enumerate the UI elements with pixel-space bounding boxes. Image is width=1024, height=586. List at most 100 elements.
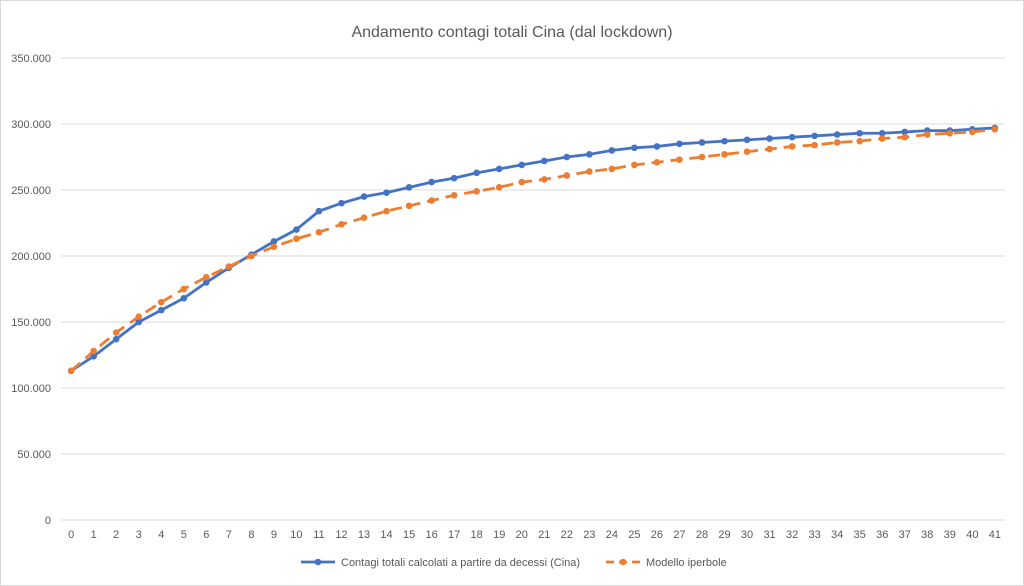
- x-tick-label: 11: [313, 529, 324, 541]
- x-tick-label: 1: [91, 529, 97, 541]
- y-tick-label: 100.000: [11, 383, 51, 395]
- x-tick-label: 40: [966, 529, 978, 541]
- data-point: [90, 353, 97, 360]
- data-point: [721, 151, 728, 158]
- series-line: [70, 127, 996, 372]
- data-point: [90, 347, 97, 355]
- data-point: [540, 176, 548, 183]
- x-tick-label: 19: [493, 529, 505, 541]
- data-point: [383, 207, 390, 215]
- data-point: [112, 335, 120, 343]
- y-tick-label: 150.000: [11, 317, 51, 329]
- data-point: [473, 188, 480, 195]
- data-point: [67, 367, 75, 375]
- data-point: [969, 128, 976, 136]
- data-point: [157, 306, 165, 314]
- data-point: [315, 207, 323, 215]
- x-tick-label: 13: [358, 529, 370, 541]
- chart-title: Andamento contagi totali Cina (dal lockd…: [351, 24, 672, 41]
- data-point: [203, 279, 210, 286]
- data-point: [518, 178, 526, 186]
- series-2: [67, 125, 999, 375]
- data-point: [383, 189, 390, 196]
- data-point: [225, 263, 233, 270]
- data-point: [878, 129, 886, 137]
- y-tick-label: 300.000: [11, 119, 51, 131]
- x-tick-label: 2: [113, 529, 119, 541]
- y-tick-label: 200.000: [11, 251, 51, 263]
- data-point: [856, 129, 863, 137]
- data-point: [563, 172, 571, 179]
- x-tick-label: 23: [583, 529, 595, 541]
- data-point: [270, 243, 278, 251]
- series-line: [70, 126, 995, 373]
- legend-swatch-marker: [619, 558, 627, 566]
- data-point: [293, 226, 300, 233]
- data-point: [180, 294, 188, 302]
- data-point: [946, 129, 954, 137]
- legend-swatch-marker: [314, 558, 322, 566]
- legend: Contagi totali calcolati a partire da de…: [301, 557, 727, 569]
- data-point: [631, 161, 638, 169]
- data-point: [495, 165, 503, 173]
- data-point: [563, 153, 571, 161]
- data-point: [698, 139, 706, 146]
- data-point: [923, 131, 931, 138]
- legend-entry: Modello iperbole: [606, 557, 727, 569]
- data-point: [203, 273, 210, 281]
- x-tick-label: 25: [628, 529, 640, 541]
- x-tick-label: 12: [335, 529, 347, 541]
- x-tick-label: 29: [718, 529, 730, 541]
- y-axis-tick-labels: 0 50.000 100.000 150.000 200.000 250.000 300.0…: [11, 53, 51, 527]
- data-point: [293, 235, 300, 243]
- x-tick-label: 16: [425, 529, 437, 541]
- data-point: [878, 135, 886, 142]
- data-point: [788, 143, 796, 150]
- y-tick-label: 50.000: [17, 449, 51, 461]
- data-point: [473, 169, 480, 177]
- x-tick-label: 20: [516, 529, 528, 541]
- data-point: [766, 145, 773, 153]
- data-point: [743, 136, 751, 144]
- data-point: [901, 133, 909, 141]
- y-tick-label: 250.000: [11, 185, 51, 197]
- x-tick-label: 21: [538, 529, 550, 541]
- data-point: [608, 147, 616, 154]
- data-point: [180, 285, 188, 293]
- x-tick-label: 35: [854, 529, 866, 541]
- data-point: [676, 140, 683, 148]
- data-point: [721, 137, 728, 145]
- data-point: [811, 132, 818, 140]
- data-point: [698, 153, 706, 161]
- x-tick-label: 28: [696, 529, 708, 541]
- data-point: [653, 143, 661, 150]
- x-tick-label: 9: [271, 529, 277, 541]
- data-point: [135, 313, 143, 321]
- x-tick-label: 4: [158, 529, 164, 541]
- data-point: [518, 161, 526, 169]
- data-point: [991, 125, 999, 133]
- data-point: [360, 193, 368, 200]
- x-tick-label: 7: [226, 529, 232, 541]
- data-point: [766, 135, 773, 142]
- data-point: [608, 165, 616, 173]
- data-point: [833, 139, 841, 146]
- x-tick-label: 8: [248, 529, 254, 541]
- x-tick-label: 10: [290, 529, 302, 541]
- x-tick-label: 3: [136, 529, 142, 541]
- data-point: [586, 151, 593, 158]
- data-point: [405, 184, 413, 191]
- gridlines: [61, 57, 1005, 455]
- x-tick-label: 33: [808, 529, 820, 541]
- data-point: [360, 214, 368, 222]
- data-point: [112, 329, 120, 336]
- x-tick-label: 26: [651, 529, 663, 541]
- x-tick-label: 18: [471, 529, 483, 541]
- data-point: [157, 298, 165, 306]
- legend-label: Modello iperbole: [646, 557, 727, 569]
- x-axis-tick-labels: 0 1 2 3 4 5 6 7 8 9 10 11 12 13 14 15 16 17 18 19 20 21 22 23 24…: [68, 529, 1001, 541]
- x-tick-label: 34: [831, 529, 843, 541]
- x-tick-label: 6: [203, 529, 209, 541]
- data-point: [135, 318, 143, 326]
